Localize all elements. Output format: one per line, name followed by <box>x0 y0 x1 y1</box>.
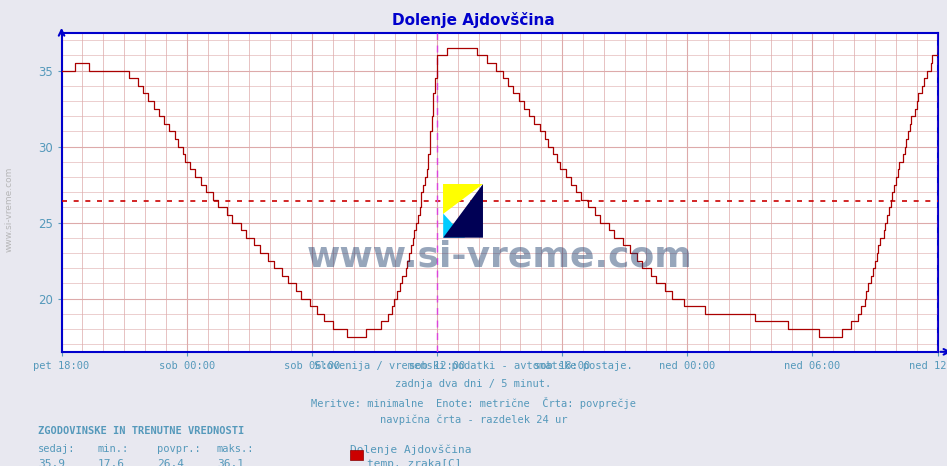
Polygon shape <box>443 184 483 213</box>
Text: povpr.:: povpr.: <box>157 444 201 454</box>
Polygon shape <box>443 213 465 238</box>
Text: 35,9: 35,9 <box>38 459 65 466</box>
Text: Meritve: minimalne  Enote: metrične  Črta: povprečje: Meritve: minimalne Enote: metrične Črta:… <box>311 397 636 409</box>
Polygon shape <box>443 184 483 238</box>
Text: maks.:: maks.: <box>217 444 255 454</box>
Text: Slovenija / vremenski podatki - avtomatske postaje.: Slovenija / vremenski podatki - avtomats… <box>314 361 633 371</box>
Text: min.:: min.: <box>98 444 129 454</box>
Text: navpična črta - razdelek 24 ur: navpična črta - razdelek 24 ur <box>380 414 567 425</box>
Text: 17,6: 17,6 <box>98 459 125 466</box>
Text: www.si-vreme.com: www.si-vreme.com <box>5 167 14 253</box>
Text: Dolenje Ajdovščina: Dolenje Ajdovščina <box>392 12 555 27</box>
Text: zadnja dva dni / 5 minut.: zadnja dva dni / 5 minut. <box>396 379 551 389</box>
Text: www.si-vreme.com: www.si-vreme.com <box>307 239 692 273</box>
Text: 26,4: 26,4 <box>157 459 185 466</box>
Text: sedaj:: sedaj: <box>38 444 76 454</box>
Text: Dolenje Ajdovščina: Dolenje Ajdovščina <box>350 444 472 455</box>
Text: ZGODOVINSKE IN TRENUTNE VREDNOSTI: ZGODOVINSKE IN TRENUTNE VREDNOSTI <box>38 426 244 436</box>
Text: 36,1: 36,1 <box>217 459 244 466</box>
Text: temp. zraka[C]: temp. zraka[C] <box>367 459 462 466</box>
